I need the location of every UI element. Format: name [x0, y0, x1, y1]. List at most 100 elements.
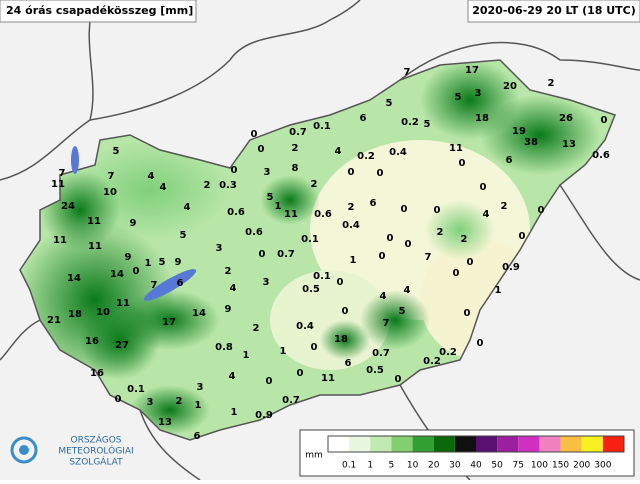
legend-label: 40 — [470, 461, 482, 471]
station-value: 5 — [180, 230, 187, 241]
station-value: 0 — [519, 231, 526, 242]
station-value: 4 — [483, 209, 490, 220]
station-value: 3 — [197, 382, 204, 393]
station-value: 0.2 — [401, 117, 419, 128]
logo: ORSZÁGOS METEOROLÓGIAI SZOLGÁLAT — [10, 434, 134, 468]
station-value: 0.7 — [372, 348, 390, 359]
legend-label: 150 — [552, 461, 569, 471]
station-value: 3 — [264, 167, 271, 178]
station-value: 2 — [348, 202, 355, 213]
legend-label: 10 — [407, 461, 419, 471]
station-value: 16 — [85, 336, 99, 347]
station-value: 3 — [475, 88, 482, 99]
station-value: 1 — [195, 400, 202, 411]
station-value: 0 — [342, 306, 349, 317]
station-value: 1 — [350, 255, 357, 266]
station-value: 17 — [162, 317, 176, 328]
station-value: 0.6 — [314, 209, 332, 220]
station-value: 14 — [110, 269, 124, 280]
station-value: 9 — [225, 304, 232, 315]
station-value: 13 — [158, 417, 172, 428]
station-value: 26 — [559, 113, 573, 124]
legend-label: 1 — [367, 461, 373, 471]
station-value: 0 — [115, 394, 122, 405]
station-value: 0 — [467, 257, 474, 268]
station-value: 1 — [275, 201, 282, 212]
station-value: 0 — [464, 308, 471, 319]
station-value: 2 — [176, 396, 183, 407]
station-value: 0.7 — [277, 249, 295, 260]
station-value: 4 — [404, 285, 411, 296]
station-value: 0.5 — [302, 284, 320, 295]
station-value: 10 — [96, 307, 110, 318]
station-value: 21 — [47, 315, 61, 326]
station-value: 0.4 — [296, 321, 314, 332]
legend-swatch — [518, 436, 540, 452]
station-value: 7 — [383, 318, 390, 329]
station-value: 0.6 — [592, 150, 610, 161]
legend-label: 300 — [594, 461, 611, 471]
station-value: 0 — [259, 249, 266, 260]
station-value: 0 — [311, 342, 318, 353]
station-value: 0 — [251, 129, 258, 140]
station-value: 5 — [113, 146, 120, 157]
legend-swatch — [539, 436, 561, 452]
station-value: 0.8 — [215, 342, 233, 353]
legend-swatch — [349, 436, 371, 452]
station-value: 0.5 — [366, 365, 384, 376]
station-value: 2 — [461, 234, 468, 245]
station-value: 11 — [53, 235, 67, 246]
legend-swatch — [476, 436, 498, 452]
legend-swatch — [370, 436, 392, 452]
station-value: 4 — [380, 291, 387, 302]
station-value: 0.2 — [423, 356, 441, 367]
station-value: 14 — [67, 273, 81, 284]
station-value: 18 — [68, 309, 82, 320]
station-value: 2 — [204, 180, 211, 191]
station-value: 5 — [455, 92, 462, 103]
station-value: 0 — [379, 251, 386, 262]
station-value: 16 — [90, 368, 104, 379]
logo-line: METEOROLÓGIAI — [58, 445, 133, 457]
station-value: 0 — [133, 266, 140, 277]
legend-label: 200 — [573, 461, 590, 471]
station-value: 6 — [177, 278, 184, 289]
station-value: 18 — [475, 113, 489, 124]
station-value: 2 — [501, 201, 508, 212]
station-value: 4 — [148, 171, 155, 182]
station-value: 19 — [512, 126, 526, 137]
station-value: 0 — [297, 368, 304, 379]
legend-label: 0.1 — [342, 461, 356, 471]
station-value: 11 — [449, 143, 463, 154]
station-value: 13 — [562, 139, 576, 150]
legend-swatch — [454, 436, 476, 452]
station-value: 4 — [160, 182, 167, 193]
station-value: 2 — [311, 179, 318, 190]
station-value: 11 — [87, 216, 101, 227]
legend: 0.1 1 5 10 20 30 40 50 75 100 150 200 300 — [327, 435, 625, 471]
legend-swatch — [328, 436, 350, 452]
station-value: 0 — [258, 144, 265, 155]
station-value: 3 — [216, 243, 223, 254]
station-value: 5 — [424, 119, 431, 130]
station-value: 0 — [401, 204, 408, 215]
station-value: 0 — [387, 233, 394, 244]
station-value: 0.1 — [301, 234, 319, 245]
station-value: 14 — [192, 308, 206, 319]
station-value: 0.6 — [245, 227, 263, 238]
station-value: 0 — [231, 165, 238, 176]
legend-swatch — [412, 436, 434, 452]
station-value: 0 — [453, 268, 460, 279]
station-value: 0 — [377, 168, 384, 179]
station-value: 0.4 — [389, 147, 407, 158]
station-value: 2 — [225, 266, 232, 277]
datetime: 2020-06-29 20 LT (18 UTC) — [472, 4, 636, 17]
station-value: 11 — [116, 298, 130, 309]
station-value: 0 — [337, 277, 344, 288]
station-value: 1 — [495, 285, 502, 296]
legend-label: 30 — [449, 461, 461, 471]
station-value: 0 — [266, 376, 273, 387]
legend-swatch — [560, 436, 582, 452]
